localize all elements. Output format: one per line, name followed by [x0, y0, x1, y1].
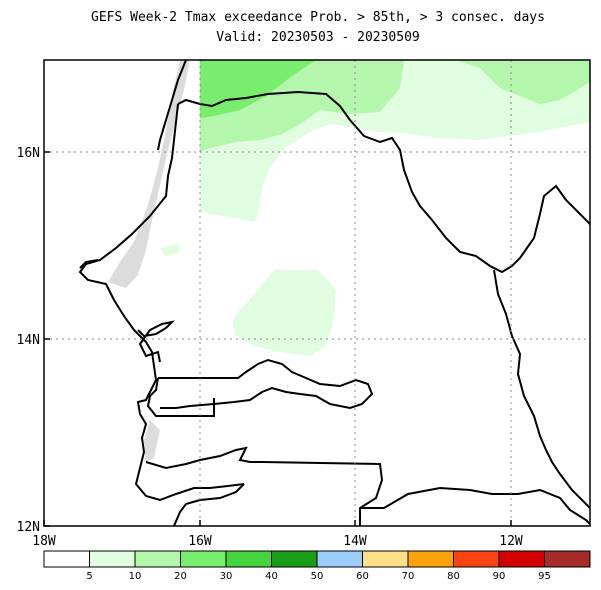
gambia-river-north	[158, 358, 374, 410]
map-plot-area	[44, 60, 590, 526]
colorbar-swatch	[89, 550, 136, 568]
colorbar-swatch	[407, 550, 454, 568]
colorbar-swatch	[453, 550, 500, 568]
colorbar: 5 10 20 30 40 50 60 70 80 90 95	[43, 550, 591, 582]
lon-label-14w: 14W	[343, 534, 367, 549]
colorbar-swatch	[362, 550, 409, 568]
title-line-2: Valid: 20230503 - 20230509	[216, 30, 420, 45]
colorbar-tick-label: 80	[447, 571, 460, 582]
colorbar-tick-label: 90	[493, 571, 506, 582]
colorbar-tick-label: 70	[402, 571, 415, 582]
lat-label-14n: 14N	[17, 333, 40, 348]
colorbar-swatch	[544, 550, 591, 568]
lon-label-12w: 12W	[499, 534, 523, 549]
coastal-gray-strip-south	[144, 420, 160, 462]
axis-ticks	[43, 151, 512, 527]
lon-label-16w: 16W	[188, 534, 212, 549]
colorbar-swatch	[316, 550, 363, 568]
casamance-border	[145, 446, 262, 470]
colorbar-tick-label: 5	[86, 571, 92, 582]
senegal-coastline	[78, 103, 245, 502]
colorbar-tick-label: 40	[265, 571, 278, 582]
shade-20-30-north	[200, 60, 316, 118]
plot-frame	[43, 59, 591, 527]
colorbar-swatch	[498, 550, 545, 568]
colorbar-swatch	[180, 550, 227, 568]
dakar-peninsula	[137, 320, 176, 363]
lat-label-16n: 16N	[17, 146, 40, 161]
guinea-south-border	[360, 486, 590, 525]
colorbar-tick-label: 60	[356, 571, 369, 582]
colorbar-tick-label: 20	[174, 571, 187, 582]
shade-10-20-north	[200, 60, 590, 152]
senegal-river-border	[177, 90, 590, 274]
colorbar-swatch	[134, 550, 181, 568]
shade-5-10-central	[232, 270, 336, 356]
colorbar-tick-label: 30	[220, 571, 233, 582]
colorbar-swatch	[225, 550, 272, 568]
colorbar-swatch	[43, 550, 90, 568]
gambia-south-border	[146, 377, 215, 417]
colorbar-tick-label: 10	[129, 571, 142, 582]
mali-border	[493, 269, 590, 509]
mauritania-coastline	[157, 60, 187, 151]
colorbar-swatch	[271, 550, 318, 568]
cape-verde-point	[79, 259, 99, 269]
lat-label-12n: 12N	[17, 520, 40, 535]
shade-10-20-ne	[480, 60, 590, 102]
title-line-1: GEFS Week-2 Tmax exceedance Prob. > 85th…	[91, 10, 545, 25]
colorbar-tick-label: 95	[538, 571, 551, 582]
colorbar-tick-label: 50	[311, 571, 324, 582]
lon-label-18w: 18W	[32, 534, 56, 549]
shade-5-10-coast	[160, 244, 180, 256]
coastal-gray-strip	[108, 60, 190, 288]
guinea-bissau-south-border	[261, 461, 384, 526]
graticule	[44, 60, 590, 526]
